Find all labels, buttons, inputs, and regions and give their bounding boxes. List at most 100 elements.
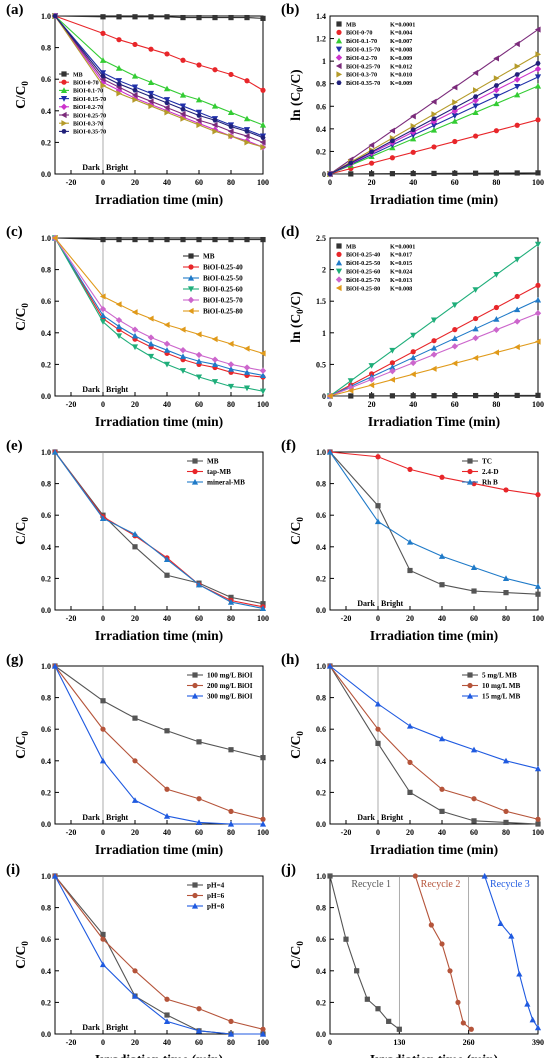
- data-point: [410, 359, 417, 367]
- series: [52, 449, 266, 607]
- legend: MB K=0.0001 BiOI-0.25-40 K=0.017 BiOI-0.25-5…: [335, 243, 415, 292]
- legend-marker: [60, 96, 68, 102]
- data-point: [99, 305, 107, 313]
- data-point: [244, 78, 250, 84]
- series: [327, 117, 541, 177]
- x-tick-label: 0: [101, 828, 105, 837]
- data-point: [148, 94, 154, 99]
- y-axis-label: ln (C0/C): [288, 291, 305, 342]
- legend-marker: [191, 478, 199, 485]
- x-tick-label: 60: [195, 1038, 203, 1047]
- y-tick-label: 0.4: [41, 107, 51, 116]
- legend-label: 15 mg/L MB: [482, 692, 521, 700]
- y-axis-label: C/C0: [288, 517, 305, 545]
- data-point: [514, 170, 520, 176]
- panel-label: (c): [6, 224, 23, 240]
- data-point: [326, 662, 334, 669]
- data-point: [227, 366, 235, 372]
- series: [52, 13, 266, 21]
- legend-label: BiOI-0.25-80: [346, 285, 380, 292]
- legend-marker: [336, 80, 342, 86]
- y-tick-label: 0.8: [41, 266, 51, 275]
- data-point: [503, 590, 509, 596]
- data-point: [259, 605, 267, 612]
- data-point: [389, 347, 396, 354]
- x-tick-label: 40: [409, 178, 417, 187]
- data-point: [493, 100, 500, 107]
- legend-marker: [187, 274, 195, 281]
- data-point: [389, 393, 395, 399]
- annotation-bright: Bright: [106, 813, 129, 822]
- x-tick-label: 0: [328, 178, 332, 187]
- data-point: [179, 346, 187, 354]
- data-point: [473, 170, 479, 176]
- data-point: [99, 319, 107, 325]
- y-tick-label: 0.6: [41, 511, 51, 520]
- data-point: [227, 128, 234, 135]
- series: [51, 12, 266, 146]
- x-axis-label: Irradiation time (min): [95, 842, 223, 857]
- data-point: [473, 392, 479, 399]
- data-point: [473, 87, 479, 94]
- y-tick-label: 0.0: [41, 170, 51, 179]
- legend-k-label: K=0.0001: [390, 243, 415, 250]
- data-point: [535, 117, 541, 123]
- data-point: [99, 293, 106, 300]
- y-tick-label: 1.0: [41, 872, 51, 881]
- data-point: [244, 139, 251, 146]
- data-point: [228, 71, 234, 78]
- data-point: [244, 129, 250, 134]
- legend-label: BiOI-0.15-70: [73, 97, 106, 103]
- chart-panel: (f) -20 0 20 40 60 80 100 0.0 0.2 0.4 0.6 0.8 1.0 Irra…: [281, 438, 544, 643]
- legend-k-label: K=0.004: [390, 30, 412, 37]
- x-tick-label: 80: [227, 614, 235, 623]
- data-point: [132, 544, 138, 550]
- data-point: [163, 97, 171, 103]
- x-tick-label: 20: [131, 828, 139, 837]
- data-point: [431, 338, 437, 344]
- data-point: [227, 340, 234, 347]
- data-point: [259, 1030, 267, 1037]
- data-point: [196, 62, 202, 68]
- x-tick-label: 40: [409, 400, 417, 409]
- x-tick-label: 100: [532, 178, 544, 187]
- y-tick-label: 0.0: [316, 820, 326, 829]
- legend: MB K=0.0001 BiOI-0-70 K=0.004 BiOI-0.1-70 K=0…: [335, 21, 415, 87]
- annotation-dark: Dark: [357, 813, 375, 822]
- y-tick-label: 0.2: [316, 147, 326, 156]
- data-point: [514, 306, 521, 313]
- series: [52, 13, 266, 140]
- y-axis-label: C/C0: [288, 941, 305, 969]
- legend-label: MB: [207, 457, 219, 465]
- data-point: [132, 41, 138, 48]
- data-point: [472, 97, 479, 104]
- data-point: [439, 941, 445, 947]
- panel-label: (j): [281, 862, 296, 878]
- data-point: [132, 88, 138, 93]
- data-point: [228, 236, 234, 243]
- data-point: [410, 135, 417, 142]
- series-line: [54, 15, 264, 143]
- data-point: [131, 84, 139, 91]
- legend-label: mineral-MB: [207, 478, 245, 486]
- legend-label: MB: [346, 243, 356, 250]
- data-point: [227, 1030, 235, 1037]
- data-point: [115, 301, 122, 308]
- x-axis-label: Irradiation time (min): [95, 192, 223, 207]
- data-point: [326, 392, 333, 400]
- series: [481, 872, 542, 1031]
- legend-marker: [60, 103, 68, 110]
- y-tick-label: 0.2: [41, 360, 51, 369]
- x-tick-label: 20: [131, 614, 139, 623]
- y-tick-label: 0.0: [316, 606, 326, 615]
- data-point: [343, 936, 349, 942]
- data-point: [470, 746, 478, 753]
- legend-marker: [467, 468, 473, 475]
- series-line: [329, 875, 400, 1030]
- x-tick-label: 20: [406, 614, 414, 623]
- data-point: [147, 90, 155, 97]
- data-point: [407, 466, 413, 472]
- data-point: [514, 256, 521, 263]
- data-point: [407, 567, 413, 574]
- y-tick-label: 0.4: [41, 543, 51, 552]
